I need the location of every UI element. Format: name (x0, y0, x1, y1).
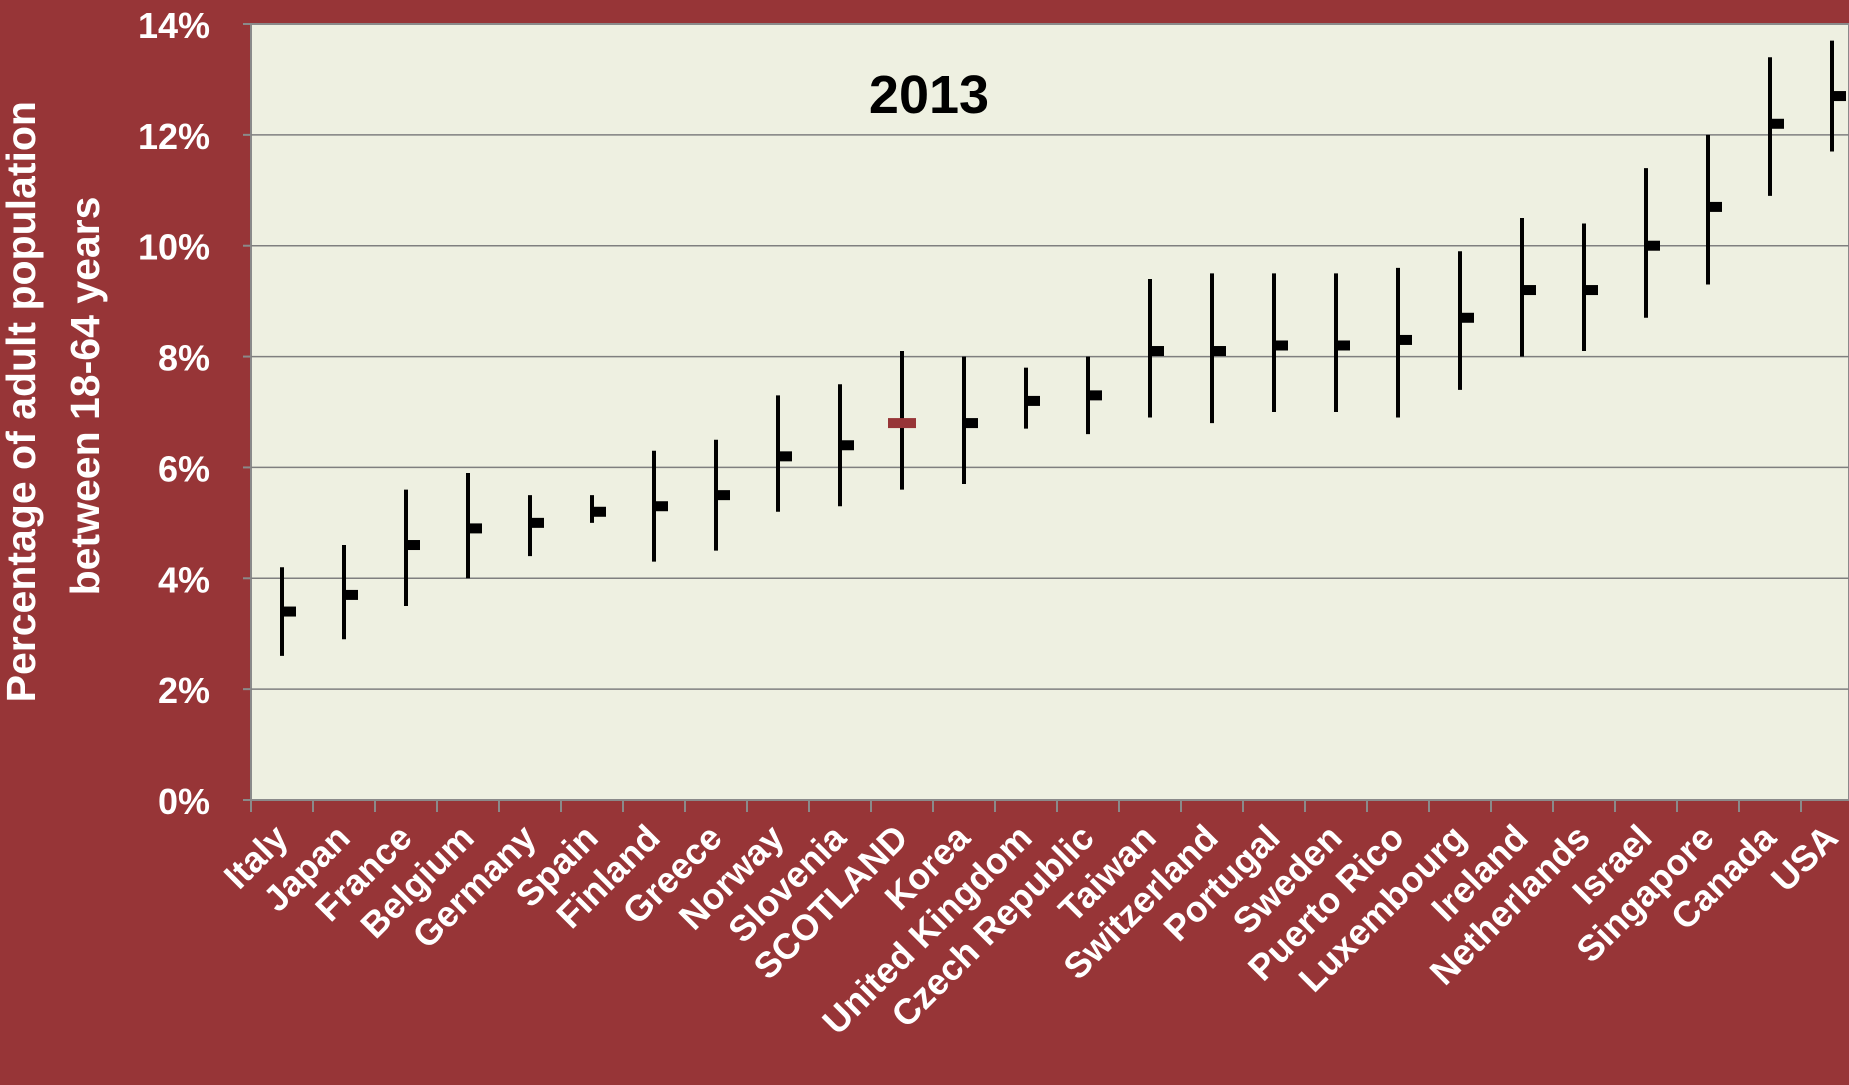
point-estimate (1582, 285, 1598, 296)
y-axis-tick-labels: 0% 2% 4% 6% 8% 10% 12% 14% (138, 5, 251, 822)
point-estimate (1768, 118, 1784, 129)
point-estimate (1148, 346, 1164, 357)
point-estimate (1396, 334, 1412, 345)
point-estimate (962, 418, 978, 429)
point-estimate (1644, 240, 1660, 251)
point-estimate (888, 418, 916, 429)
y-tick-label: 12% (138, 116, 210, 157)
y-tick-label: 4% (158, 559, 210, 600)
y-tick-label: 2% (158, 670, 210, 711)
point-estimate (528, 517, 544, 528)
y-tick-label: 14% (138, 5, 210, 46)
y-axis-label-line-2: between 18-64 years (62, 197, 108, 596)
y-tick-label: 0% (158, 781, 210, 822)
point-estimate (590, 506, 606, 517)
point-estimate (404, 540, 420, 551)
point-estimate (1830, 91, 1846, 102)
plot-area (250, 23, 1849, 801)
y-axis-label: Percentage of adult population between 1… (0, 90, 108, 703)
point-estimate (1210, 346, 1226, 357)
point-estimate (1334, 340, 1350, 351)
point-estimate (1458, 312, 1474, 323)
x-axis-ticks (250, 800, 1802, 812)
gridlines (251, 134, 1849, 690)
point-estimate (1024, 395, 1040, 406)
y-tick-label: 8% (158, 338, 210, 379)
point-estimate (342, 589, 358, 600)
y-tick-label: 10% (138, 227, 210, 268)
y-axis-label-line-1: Percentage of adult population (0, 101, 44, 702)
point-estimate (466, 523, 482, 534)
point-estimate (838, 440, 854, 451)
point-estimate (1520, 285, 1536, 296)
point-estimate (1086, 390, 1102, 401)
chart-title: 2013 (869, 65, 989, 125)
data-marks (280, 40, 1846, 656)
point-estimate (280, 606, 296, 617)
point-estimate (1706, 201, 1722, 212)
point-estimate (652, 501, 668, 512)
point-estimate (1272, 340, 1288, 351)
y-tick-label: 6% (158, 448, 210, 489)
point-estimate (714, 490, 730, 501)
point-estimate (776, 451, 792, 462)
